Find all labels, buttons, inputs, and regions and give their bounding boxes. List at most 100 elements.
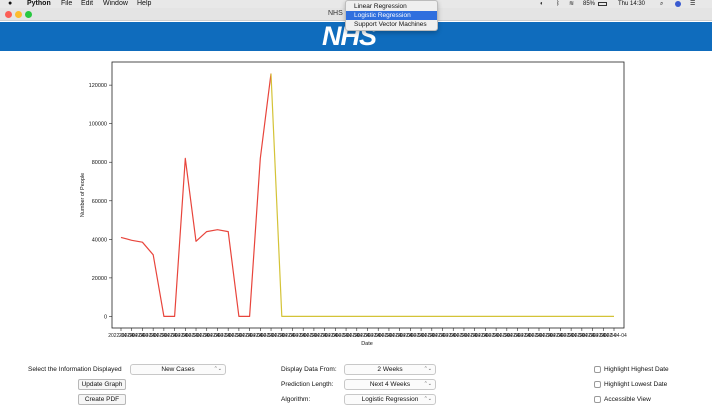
x-tick-label: 2022-04-04 bbox=[526, 333, 552, 339]
update-graph-button[interactable]: Update Graph bbox=[78, 379, 126, 390]
x-tick-label: 2022-04-04 bbox=[312, 333, 338, 339]
siri-icon[interactable] bbox=[675, 1, 681, 7]
x-tick-label: 2022-04-04 bbox=[505, 333, 531, 339]
x-tick-label: 2022-04-04 bbox=[194, 333, 220, 339]
x-tick-label: 2022-04-04 bbox=[130, 333, 156, 339]
y-tick-label: 20000 bbox=[92, 276, 107, 282]
algorithm-value: Logistic Regression bbox=[361, 396, 419, 403]
series-line bbox=[120, 73, 272, 317]
x-tick-label: 2022-04-04 bbox=[215, 333, 241, 339]
x-tick-label: 2022-04-04 bbox=[376, 333, 402, 339]
algorithm-dropdown-menu: Linear Regression Logistic Regression Su… bbox=[345, 0, 438, 31]
x-tick-label: 2022-04-04 bbox=[387, 333, 413, 339]
window-title: NHS bbox=[328, 10, 343, 17]
x-tick-label: 2022-04-04 bbox=[515, 333, 541, 339]
x-tick-label: 2022-04-04 bbox=[569, 333, 595, 339]
menu-python[interactable]: Python bbox=[27, 0, 51, 7]
y-tick-label: 80000 bbox=[92, 160, 107, 166]
y-tick-label: 60000 bbox=[92, 199, 107, 205]
cases-line-chart: Number of People Date 0 20000 40000 60000 80… bbox=[80, 61, 627, 347]
select-arrows-icon: ⌃⌄ bbox=[423, 366, 432, 372]
minimize-window-button[interactable] bbox=[15, 11, 22, 18]
algorithm-select[interactable]: Logistic Regression ⌃⌄ bbox=[344, 394, 436, 405]
x-tick-label: 2022-04-04 bbox=[537, 333, 563, 339]
wifi-icon[interactable]: ≋ bbox=[569, 1, 575, 7]
x-axis-label: Date bbox=[361, 341, 373, 347]
highlight-highest-checkbox[interactable] bbox=[594, 366, 601, 373]
x-tick-label: 2022-04-04 bbox=[548, 333, 574, 339]
x-tick-label: 2022-04-04 bbox=[365, 333, 391, 339]
apple-icon[interactable]: ● bbox=[8, 0, 13, 7]
info-select-value: New Cases bbox=[161, 366, 195, 373]
menu-window[interactable]: Window bbox=[103, 0, 128, 7]
accessible-view-checkbox[interactable] bbox=[594, 396, 601, 403]
x-tick-label: 2022-04-04 bbox=[162, 333, 188, 339]
highlight-lowest-label: Highlight Lowest Date bbox=[604, 381, 668, 388]
y-tick-label: 100000 bbox=[89, 122, 107, 128]
x-tick-label: 2022-04-04 bbox=[462, 333, 488, 339]
battery-percent: 85% bbox=[583, 1, 596, 7]
x-tick-label: 2022-04-04 bbox=[451, 333, 477, 339]
battery-icon[interactable] bbox=[598, 2, 607, 6]
display-from-value: 2 Weeks bbox=[377, 366, 403, 373]
x-tick-label: 2022-04-04 bbox=[483, 333, 509, 339]
highlight-lowest-checkbox[interactable] bbox=[594, 381, 601, 388]
maximize-window-button[interactable] bbox=[25, 11, 32, 18]
info-select-label: Select the Information Displayed bbox=[28, 366, 122, 373]
option-linear-regression[interactable]: Linear Regression bbox=[354, 3, 407, 10]
y-tick-label: 120000 bbox=[89, 83, 107, 89]
create-pdf-button[interactable]: Create PDF bbox=[78, 394, 126, 405]
x-tick-label: 2022-04-04 bbox=[258, 333, 284, 339]
x-tick-label: 2022-04-04 bbox=[183, 333, 209, 339]
y-axis-label: Number of People bbox=[80, 173, 86, 217]
clock[interactable]: Thu 14:30 bbox=[618, 1, 646, 7]
x-tick-label: 2022-04-04 bbox=[344, 333, 370, 339]
select-arrows-icon: ⌃⌄ bbox=[213, 366, 222, 372]
x-tick-label: 2022-04-04 bbox=[290, 333, 316, 339]
x-tick-label: 2022-04-04 bbox=[333, 333, 359, 339]
x-tick-label: 2022-04-04 bbox=[473, 333, 499, 339]
x-tick-label: 2022-04-04 bbox=[205, 333, 231, 339]
series-line bbox=[270, 73, 614, 317]
x-tick-label: 2022-04-04 bbox=[558, 333, 584, 339]
x-tick-label: 2022-04-04 bbox=[430, 333, 456, 339]
control-center-icon[interactable]: ◐ bbox=[540, 1, 544, 7]
x-tick-label: 2022-04-04 bbox=[494, 333, 520, 339]
menu-edit[interactable]: Edit bbox=[81, 0, 94, 7]
spotlight-search-icon[interactable]: ⌕ bbox=[660, 1, 664, 7]
plot-area bbox=[111, 61, 625, 329]
x-tick-label: 2022-04-04 bbox=[248, 333, 274, 339]
option-support-vector-machines[interactable]: Support Vector Machines bbox=[354, 21, 427, 28]
menu-file[interactable]: File bbox=[61, 0, 73, 7]
menu-help[interactable]: Help bbox=[137, 0, 152, 7]
y-tick-label: 0 bbox=[104, 314, 107, 320]
x-tick-label: 2022-04-04 bbox=[173, 333, 199, 339]
option-logistic-regression[interactable]: Logistic Regression bbox=[346, 11, 437, 20]
x-tick-label: 2022-04-04 bbox=[269, 333, 295, 339]
x-tick-label: 2022-04-04 bbox=[119, 333, 145, 339]
x-tick-label: 2022-04-04 bbox=[440, 333, 466, 339]
accessible-view-label: Accessible View bbox=[604, 396, 651, 403]
highlight-highest-label: Highlight Highest Date bbox=[604, 366, 669, 373]
x-tick-label: 2022-04-04 bbox=[580, 333, 606, 339]
display-from-select[interactable]: 2 Weeks ⌃⌄ bbox=[344, 364, 436, 375]
x-tick-label: 2022-04-04 bbox=[151, 333, 177, 339]
close-window-button[interactable] bbox=[5, 11, 12, 18]
algorithm-label: Algorithm: bbox=[281, 396, 311, 403]
x-tick-label: 2022-04-04 bbox=[226, 333, 252, 339]
x-tick-label: 2022-04-04 bbox=[280, 333, 306, 339]
x-tick-label: 2022-04-04 bbox=[355, 333, 381, 339]
select-arrows-icon: ⌃⌄ bbox=[423, 396, 432, 402]
y-tick-label: 40000 bbox=[92, 237, 107, 243]
prediction-length-select[interactable]: Next 4 Weeks ⌃⌄ bbox=[344, 379, 436, 390]
x-tick-label: 2022-04-04 bbox=[140, 333, 166, 339]
prediction-length-value: Next 4 Weeks bbox=[369, 381, 411, 388]
x-tick-label: 2022-04-04 bbox=[419, 333, 445, 339]
x-tick-label: 2022-04-04 bbox=[398, 333, 424, 339]
notification-center-icon[interactable]: ☰ bbox=[690, 1, 696, 7]
info-select[interactable]: New Cases ⌃⌄ bbox=[130, 364, 226, 375]
x-tick-label: 2022-04-04 bbox=[301, 333, 327, 339]
bluetooth-icon[interactable]: ᛒ bbox=[556, 1, 560, 7]
x-tick-label: 2022-04-04 bbox=[237, 333, 263, 339]
prediction-length-label: Prediction Length: bbox=[281, 381, 334, 388]
